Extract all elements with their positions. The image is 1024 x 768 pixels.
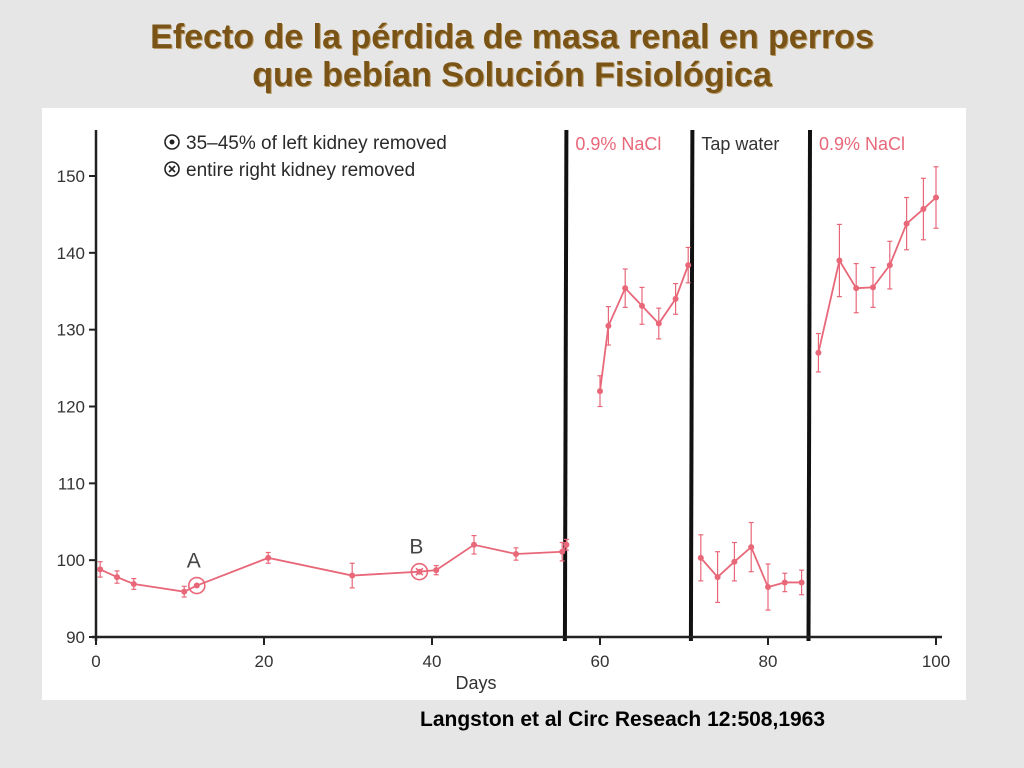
x-tick-label: 0 xyxy=(91,652,100,671)
phase-label: Tap water xyxy=(701,134,779,154)
legend-label: entire right kidney removed xyxy=(186,160,415,181)
series-line xyxy=(817,196,937,353)
data-point xyxy=(655,320,662,327)
x-tick-label: 80 xyxy=(759,652,778,671)
annotation-ring xyxy=(188,576,206,595)
data-point xyxy=(130,580,137,587)
annotation-label: A xyxy=(187,550,201,573)
slide-title: Efecto de la pérdida de masa renal en pe… xyxy=(0,18,1024,94)
legend-symbol xyxy=(164,161,180,177)
data-point xyxy=(605,322,612,329)
slide-title-line-2: que bebían Solución Fisiológica xyxy=(252,56,772,94)
y-tick-label: 120 xyxy=(57,398,85,417)
x-tick-label: 60 xyxy=(591,652,610,671)
data-point xyxy=(685,262,692,269)
x-axis-label: Days xyxy=(455,673,496,693)
axes: 90 100 110 120 130 140 150 0 20 40 60 80 100 Days xyxy=(57,130,950,693)
phase-dividers: 0.9% NaCl Tap water 0.9% NaCl xyxy=(562,129,905,642)
data-point xyxy=(349,572,356,579)
data-point xyxy=(563,541,570,548)
data-point xyxy=(853,285,860,292)
annotation-cross xyxy=(415,567,424,576)
legend-symbol xyxy=(164,134,180,150)
data-point xyxy=(114,574,120,581)
y-tick-label: 110 xyxy=(58,474,85,493)
data-point xyxy=(181,588,188,595)
data-point xyxy=(471,541,477,548)
legend-symbol-mark xyxy=(168,165,176,173)
slide-title-line-1: Efecto de la pérdida de masa renal en pe… xyxy=(150,18,874,56)
y-tick-label: 150 xyxy=(57,167,85,186)
data-point xyxy=(622,285,629,292)
data-point xyxy=(559,548,566,555)
data-point xyxy=(513,551,519,558)
data-point xyxy=(933,194,939,201)
annotation-dot xyxy=(194,583,200,589)
data-point xyxy=(886,262,893,269)
annotation-label: B xyxy=(409,536,423,559)
data-point xyxy=(920,206,927,213)
phase-label: 0.9% NaCl xyxy=(575,134,661,154)
series-line xyxy=(99,543,568,593)
data-point xyxy=(765,584,771,591)
x-tick-label: 100 xyxy=(922,652,950,671)
y-tick-label: 90 xyxy=(66,628,85,647)
phase-divider xyxy=(688,129,695,642)
annotations: AB xyxy=(187,536,429,595)
data-point xyxy=(639,302,645,309)
legend-label: 35–45% of left kidney removed xyxy=(186,133,447,154)
data-point xyxy=(836,257,843,264)
data-point xyxy=(903,220,910,227)
chart: 0.9% NaCl Tap water 0.9% NaCl 90 100 110 120 1… xyxy=(57,129,950,693)
annotation-ring xyxy=(410,562,429,581)
phase-divider xyxy=(806,129,812,642)
y-tick-label: 130 xyxy=(57,321,85,340)
data-point xyxy=(97,566,104,573)
chart-frame: 0.9% NaCl Tap water 0.9% NaCl 90 100 110 120 1… xyxy=(42,108,966,700)
y-tick-label: 140 xyxy=(57,244,85,263)
data-point xyxy=(781,579,788,586)
data-point xyxy=(714,574,721,581)
data-point xyxy=(433,567,440,574)
data-point xyxy=(748,544,755,551)
citation: Langston et al Circ Reseach 12:508,1963 xyxy=(420,708,826,731)
data-point xyxy=(798,579,805,586)
data-point xyxy=(697,554,704,561)
y-tick-label: 100 xyxy=(57,551,85,570)
phase-label: 0.9% NaCl xyxy=(819,134,905,154)
legend: 35–45% of left kidney removed entire righ… xyxy=(164,133,447,181)
data-point xyxy=(815,349,822,356)
data-series xyxy=(97,166,939,611)
data-point xyxy=(265,554,272,561)
legend-symbol-mark xyxy=(169,139,175,145)
data-point xyxy=(597,388,603,395)
data-point xyxy=(672,295,679,302)
data-point xyxy=(870,284,876,291)
phase-divider xyxy=(562,129,569,642)
x-tick-label: 40 xyxy=(423,652,442,671)
data-point xyxy=(731,558,738,565)
x-tick-label: 20 xyxy=(255,652,274,671)
